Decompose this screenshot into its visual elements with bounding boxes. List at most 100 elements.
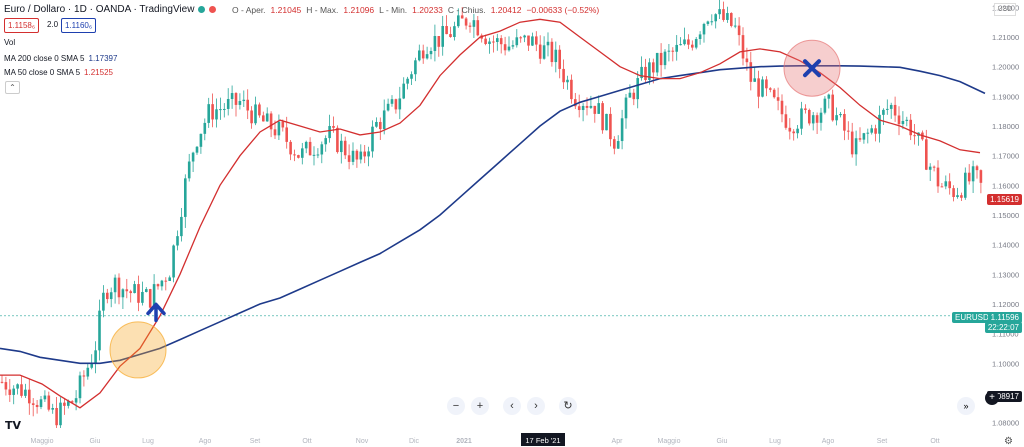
x-tick-label: Lug	[769, 438, 781, 445]
candle-body	[956, 195, 959, 198]
ask-price-button[interactable]: 1.1160₆	[61, 18, 97, 33]
candle-body	[507, 46, 511, 51]
ma200-legend[interactable]: MA 200 close 0 SMA 5 1.17397	[4, 54, 117, 63]
candle-body	[0, 381, 4, 383]
y-tick-label: 1.10000	[992, 359, 1019, 368]
candle-body	[772, 89, 776, 98]
zoom-in-button[interactable]: +	[471, 397, 489, 415]
candle-body	[979, 170, 983, 183]
ma50-value: 1.21525	[84, 68, 113, 77]
candle-body	[761, 79, 764, 97]
candle-body	[437, 36, 441, 47]
candle-body	[550, 41, 554, 63]
candle-body	[499, 38, 503, 45]
market-open-icon	[198, 6, 206, 13]
symbol-title[interactable]: Euro / Dollaro · 1D · OANDA · TradingVie…	[4, 4, 217, 15]
crosshair-date-label: 17 Feb '21	[525, 436, 560, 445]
y-tick-label: 1.17000	[992, 152, 1019, 161]
candle-body	[148, 289, 152, 308]
candle-body	[960, 195, 963, 198]
candle-body	[679, 44, 682, 46]
ma50-legend[interactable]: MA 50 close 0 SMA 5 1.21525	[4, 68, 113, 77]
candle-body	[964, 172, 967, 198]
candle-body	[164, 280, 168, 282]
candle-body	[538, 44, 542, 59]
scroll-back-button[interactable]: ‹	[503, 397, 521, 415]
candle-body	[901, 120, 905, 125]
candle-body	[402, 83, 405, 99]
candle-body	[515, 37, 519, 46]
x-tick-label: Set	[250, 438, 261, 445]
y-tick-label: 1.20000	[992, 63, 1019, 72]
candle-body	[554, 49, 558, 63]
candle-body	[741, 35, 745, 59]
candle-body	[609, 113, 612, 140]
candle-body	[730, 13, 733, 26]
y-tick-label: 1.08000	[992, 419, 1019, 428]
candle-body	[117, 277, 121, 298]
candle-body	[897, 115, 901, 125]
candle-body	[51, 407, 54, 410]
zoom-out-button[interactable]: −	[447, 397, 465, 415]
candle-body	[527, 35, 530, 46]
candle-body	[297, 155, 300, 158]
candle-body	[133, 284, 136, 294]
candle-body	[546, 41, 550, 46]
high-label: H - Max.	[306, 5, 339, 15]
y-tick-label: 1.19000	[992, 92, 1019, 101]
scroll-forward-button[interactable]: ›	[527, 397, 545, 415]
candle-body	[246, 99, 249, 111]
candle-body	[870, 128, 873, 133]
candle-body	[808, 109, 811, 124]
candle-body	[152, 284, 156, 308]
candle-body	[102, 292, 105, 311]
candle-body	[788, 127, 792, 132]
candle-body	[28, 389, 31, 404]
candle-body	[31, 403, 35, 405]
symbol-title-text: Euro / Dollaro · 1D · OANDA · TradingVie…	[4, 4, 195, 15]
candle-body	[663, 51, 667, 66]
candle-body	[328, 126, 331, 139]
sell-x-mark-icon	[803, 59, 821, 78]
reset-chart-button[interactable]: ↻	[559, 397, 577, 415]
countdown-tag: 22:22:07	[984, 322, 1022, 333]
candle-body	[375, 121, 378, 127]
scroll-to-realtime-button[interactable]: »	[957, 397, 975, 415]
spread-value: 2.0	[47, 20, 59, 29]
vol-legend[interactable]: Vol	[4, 38, 15, 47]
candle-body	[913, 135, 916, 137]
collapse-legend-button[interactable]: ⌃	[5, 81, 20, 94]
tradingview-logo[interactable]: TV	[5, 419, 22, 432]
candle-body	[43, 395, 47, 400]
chart-navigation: − + ‹ › ↻	[447, 397, 577, 415]
candle-body	[503, 44, 507, 51]
candle-body	[800, 108, 803, 129]
x-tick-label: Apr	[612, 438, 624, 445]
candle-body	[55, 407, 58, 426]
candle-body	[12, 388, 15, 395]
bid-price-button[interactable]: 1.1158₆	[4, 18, 40, 33]
candle-body	[909, 119, 912, 136]
y-tick-label: 1.16000	[992, 181, 1019, 190]
candle-body	[445, 26, 448, 35]
candle-body	[667, 50, 671, 52]
candle-body	[367, 151, 370, 157]
candle-body	[355, 150, 359, 160]
add-alert-icon[interactable]: +	[985, 391, 999, 405]
currency-button[interactable]: USD	[994, 3, 1016, 16]
candle-body	[511, 45, 515, 47]
candle-body	[472, 20, 476, 27]
ma200-line	[0, 65, 986, 365]
candle-body	[757, 78, 760, 97]
candle-body	[948, 181, 951, 189]
candle-body	[753, 78, 756, 82]
candle-body	[940, 186, 944, 188]
candle-body	[889, 104, 893, 109]
candle-body	[418, 50, 421, 61]
candle-body	[714, 14, 717, 22]
candle-body	[796, 128, 799, 134]
candle-body	[784, 114, 788, 128]
candle-body	[258, 104, 261, 116]
settings-gear-icon[interactable]: ⚙	[1004, 436, 1013, 447]
